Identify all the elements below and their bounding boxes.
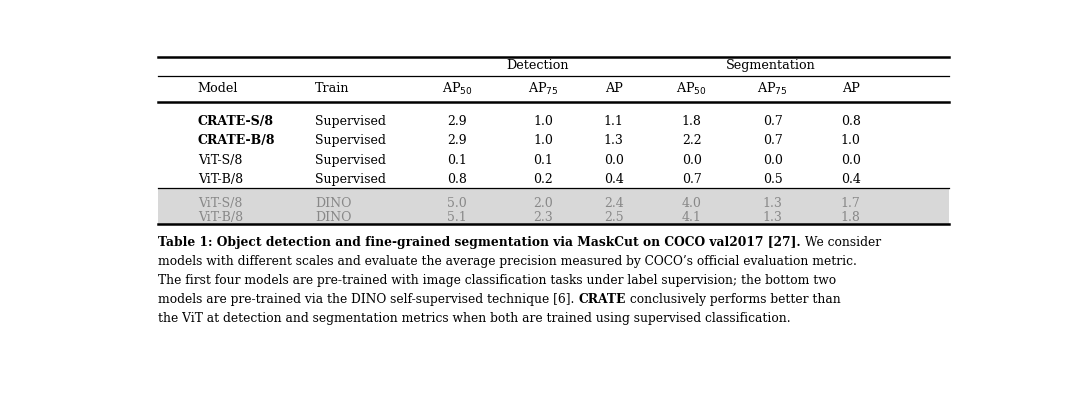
Text: ViT-S/8: ViT-S/8 <box>198 196 242 210</box>
Text: 0.1: 0.1 <box>534 154 553 167</box>
Text: The first four models are pre-trained with image classification tasks under labe: The first four models are pre-trained wi… <box>159 274 837 287</box>
Text: 1.8: 1.8 <box>681 115 702 128</box>
Text: 0.0: 0.0 <box>681 154 702 167</box>
Text: 1.0: 1.0 <box>534 115 553 128</box>
Text: Supervised: Supervised <box>315 173 386 186</box>
Text: 2.3: 2.3 <box>534 210 553 224</box>
Text: We consider: We consider <box>801 235 881 249</box>
Text: 2.9: 2.9 <box>447 134 467 147</box>
Text: AP$_{75}$: AP$_{75}$ <box>757 81 788 97</box>
Text: 0.7: 0.7 <box>762 115 783 128</box>
Text: AP: AP <box>605 82 623 96</box>
Text: 0.0: 0.0 <box>840 154 861 167</box>
Text: CRATE-B/8: CRATE-B/8 <box>198 134 275 147</box>
Text: Train: Train <box>315 82 350 96</box>
Text: 0.0: 0.0 <box>604 154 624 167</box>
Text: ViT-S/8: ViT-S/8 <box>198 154 242 167</box>
Text: 1.7: 1.7 <box>840 196 861 210</box>
Text: DINO: DINO <box>315 210 351 224</box>
Text: Segmentation: Segmentation <box>726 59 816 72</box>
Text: 2.4: 2.4 <box>604 196 623 210</box>
Text: 1.3: 1.3 <box>762 196 783 210</box>
Text: 0.8: 0.8 <box>447 173 468 186</box>
Text: DINO: DINO <box>315 196 351 210</box>
Text: Detection: Detection <box>507 59 569 72</box>
Text: 4.1: 4.1 <box>681 210 702 224</box>
Text: AP: AP <box>841 82 860 96</box>
Text: 2.9: 2.9 <box>447 115 467 128</box>
Text: 4.0: 4.0 <box>681 196 702 210</box>
Text: 0.0: 0.0 <box>762 154 783 167</box>
Text: Model: Model <box>198 82 239 96</box>
Text: 1.0: 1.0 <box>534 134 553 147</box>
Text: Supervised: Supervised <box>315 115 386 128</box>
Text: conclusively performs better than: conclusively performs better than <box>626 293 841 306</box>
Text: 0.7: 0.7 <box>681 173 702 186</box>
Text: AP$_{50}$: AP$_{50}$ <box>442 81 473 97</box>
Text: 2.0: 2.0 <box>534 196 553 210</box>
Text: the ViT at detection and segmentation metrics when both are trained using superv: the ViT at detection and segmentation me… <box>159 312 791 325</box>
Bar <box>159 188 948 223</box>
Text: 1.8: 1.8 <box>840 210 861 224</box>
Text: 1.1: 1.1 <box>604 115 624 128</box>
Text: 1.0: 1.0 <box>840 134 861 147</box>
Text: CRATE-S/8: CRATE-S/8 <box>198 115 273 128</box>
Text: 2.2: 2.2 <box>681 134 701 147</box>
Text: 0.4: 0.4 <box>604 173 624 186</box>
Text: models with different scales and evaluate the average precision measured by COCO: models with different scales and evaluat… <box>159 255 858 268</box>
Text: 0.5: 0.5 <box>762 173 783 186</box>
Text: models are pre-trained via the DINO self-supervised technique [6].: models are pre-trained via the DINO self… <box>159 293 579 306</box>
Text: 2.5: 2.5 <box>604 210 623 224</box>
Text: 5.1: 5.1 <box>447 210 468 224</box>
Text: AP$_{50}$: AP$_{50}$ <box>676 81 707 97</box>
Text: CRATE: CRATE <box>579 293 626 306</box>
Text: 0.7: 0.7 <box>762 134 783 147</box>
Text: 0.1: 0.1 <box>447 154 468 167</box>
Text: Supervised: Supervised <box>315 154 386 167</box>
Text: Supervised: Supervised <box>315 134 386 147</box>
Text: ViT-B/8: ViT-B/8 <box>198 173 243 186</box>
Text: 0.8: 0.8 <box>840 115 861 128</box>
Text: 5.0: 5.0 <box>447 196 468 210</box>
Text: ViT-B/8: ViT-B/8 <box>198 210 243 224</box>
Text: 0.4: 0.4 <box>840 173 861 186</box>
Text: AP$_{75}$: AP$_{75}$ <box>528 81 558 97</box>
Text: Table 1: Object detection and fine-grained segmentation via MaskCut on COCO val2: Table 1: Object detection and fine-grain… <box>159 235 801 249</box>
Text: 1.3: 1.3 <box>604 134 624 147</box>
Text: 0.2: 0.2 <box>534 173 553 186</box>
Text: 1.3: 1.3 <box>762 210 783 224</box>
